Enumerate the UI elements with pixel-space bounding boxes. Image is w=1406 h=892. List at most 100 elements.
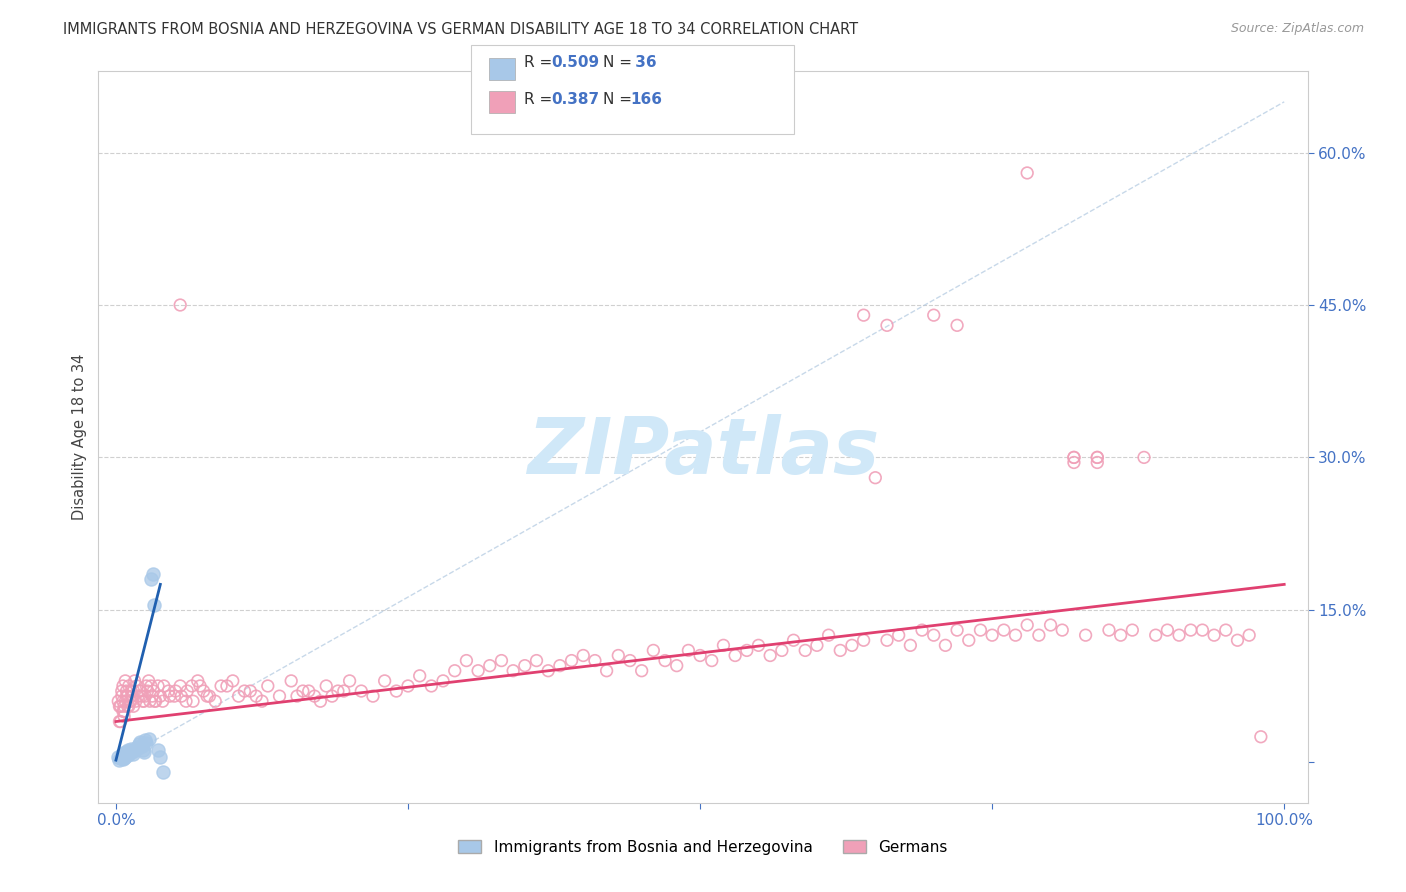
Point <box>724 648 747 663</box>
Point <box>689 648 711 663</box>
Point <box>595 664 617 678</box>
Point <box>898 638 921 652</box>
Point <box>817 628 839 642</box>
Point <box>111 752 134 766</box>
Point <box>1237 628 1260 642</box>
Point <box>537 664 560 678</box>
Text: R =: R = <box>524 55 558 70</box>
Point <box>145 694 167 708</box>
Point <box>121 745 143 759</box>
Point <box>374 673 396 688</box>
Point <box>118 699 141 714</box>
Point <box>120 742 142 756</box>
Point <box>117 747 139 762</box>
Point <box>112 751 135 765</box>
Point <box>187 673 209 688</box>
Point <box>188 679 211 693</box>
Point <box>794 643 817 657</box>
Point <box>1121 623 1143 637</box>
Point <box>128 737 150 751</box>
Point <box>110 714 132 729</box>
Point <box>169 298 191 312</box>
Text: 0.387: 0.387 <box>551 93 599 107</box>
Point <box>269 689 291 703</box>
Point <box>1144 628 1167 642</box>
Text: ZIPatlas: ZIPatlas <box>527 414 879 490</box>
Point <box>131 739 153 753</box>
Point <box>1085 455 1108 469</box>
Point <box>572 648 595 663</box>
Point <box>502 664 524 678</box>
Point <box>152 694 174 708</box>
Point <box>478 658 501 673</box>
Point <box>291 684 314 698</box>
Point <box>110 751 132 765</box>
Point <box>409 669 432 683</box>
Point <box>841 638 863 652</box>
Point <box>315 679 337 693</box>
Point <box>169 679 191 693</box>
Point <box>385 684 408 698</box>
Point <box>806 638 828 652</box>
Point <box>118 746 141 760</box>
Point <box>132 745 155 759</box>
Point <box>1063 450 1085 465</box>
Point <box>198 689 221 703</box>
Point <box>922 628 945 642</box>
Point <box>233 684 256 698</box>
Point <box>125 739 148 754</box>
Point <box>152 765 174 780</box>
Point <box>165 684 187 698</box>
Point <box>108 699 131 714</box>
Point <box>118 679 141 693</box>
Point <box>107 750 129 764</box>
Point <box>1004 628 1026 642</box>
Point <box>1180 623 1202 637</box>
Point <box>174 694 197 708</box>
Point <box>747 638 769 652</box>
Point <box>1052 623 1074 637</box>
Point <box>443 664 465 678</box>
Point <box>132 694 155 708</box>
Point <box>957 633 980 648</box>
Point <box>321 689 343 703</box>
Point <box>138 731 160 746</box>
Point <box>111 705 134 719</box>
Point <box>107 694 129 708</box>
Point <box>298 684 321 698</box>
Point <box>643 643 665 657</box>
Point <box>887 628 910 642</box>
Point <box>548 658 571 673</box>
Point <box>339 673 361 688</box>
Point <box>1250 730 1272 744</box>
Point <box>513 658 536 673</box>
Point <box>115 747 138 761</box>
Point <box>149 750 172 764</box>
Y-axis label: Disability Age 18 to 34: Disability Age 18 to 34 <box>72 354 87 520</box>
Point <box>280 673 302 688</box>
Point <box>326 684 349 698</box>
Point <box>1074 628 1097 642</box>
Point <box>1063 455 1085 469</box>
Point <box>456 654 478 668</box>
Point <box>1017 618 1039 632</box>
Point <box>115 684 138 698</box>
Text: 0.509: 0.509 <box>551 55 599 70</box>
Point <box>180 679 202 693</box>
Point <box>256 679 278 693</box>
Point <box>1085 450 1108 465</box>
Point <box>132 694 155 708</box>
Point <box>159 689 181 703</box>
Point <box>114 750 136 764</box>
Point <box>1109 628 1132 642</box>
Point <box>124 743 146 757</box>
Text: IMMIGRANTS FROM BOSNIA AND HERZEGOVINA VS GERMAN DISABILITY AGE 18 TO 34 CORRELA: IMMIGRANTS FROM BOSNIA AND HERZEGOVINA V… <box>63 22 859 37</box>
Point <box>112 705 135 719</box>
Point <box>209 679 232 693</box>
Point <box>111 689 134 703</box>
Legend: Immigrants from Bosnia and Herzegovina, Germans: Immigrants from Bosnia and Herzegovina, … <box>453 834 953 861</box>
Point <box>120 694 142 708</box>
Point <box>136 684 159 698</box>
Point <box>142 684 165 698</box>
Point <box>215 679 238 693</box>
